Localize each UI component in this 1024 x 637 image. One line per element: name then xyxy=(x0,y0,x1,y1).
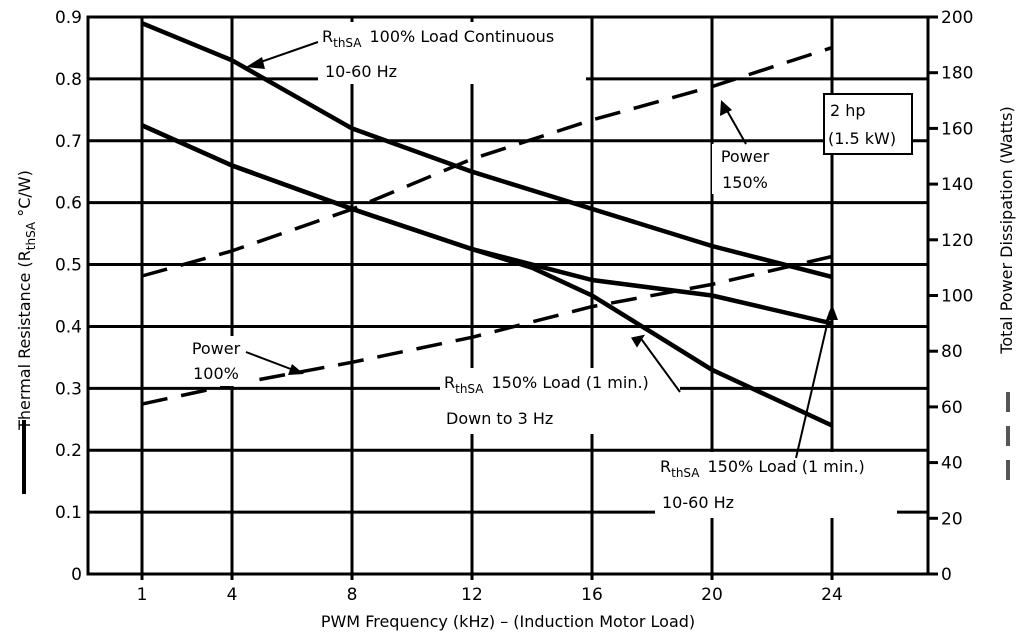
arrow-p150 xyxy=(724,106,747,145)
annotation-rthsa-100-line2: 10-60 Hz xyxy=(325,62,397,81)
arrow-p150-head xyxy=(720,100,732,116)
y-right-tick-label-160: 160 xyxy=(941,119,973,139)
y-left-tick-label-3: 0.3 xyxy=(55,379,82,399)
series-line-2 xyxy=(141,123,833,428)
arrow-150-head xyxy=(826,304,838,320)
arrow-150low xyxy=(640,338,681,393)
hp-box xyxy=(823,93,913,155)
ann-bg-100 xyxy=(318,22,586,84)
annotation-rthsa-150-line2: 10-60 Hz xyxy=(662,493,734,512)
ann-bg-p100 xyxy=(184,336,254,386)
x-tick-label-12: 12 xyxy=(461,585,483,605)
y-left-tick-label-0: 0 xyxy=(71,565,82,585)
y-right-tick-label-40: 40 xyxy=(941,454,963,474)
x-tick-label-4: 4 xyxy=(227,585,238,605)
x-tick-label-16: 16 xyxy=(581,585,603,605)
annotation-power-150-line2: 150% xyxy=(722,173,768,192)
y-left-tick-label-9: 0.9 xyxy=(55,8,82,28)
grid xyxy=(88,17,928,580)
y-left-tick-label-2: 0.2 xyxy=(55,441,82,461)
x-tick-label-20: 20 xyxy=(701,585,723,605)
y-right-tick-label-200: 200 xyxy=(941,8,973,28)
y-right-tick-label-0: 0 xyxy=(941,565,952,585)
y-left-axis-label: Thermal Resistance (RthSA °C/W) xyxy=(15,170,38,431)
ann-bg-p150 xyxy=(712,144,784,194)
annotation-power-100-line2: 100% xyxy=(193,364,239,383)
series-line-0 xyxy=(141,21,833,280)
y-left-tick-label-5: 0.5 xyxy=(55,256,82,276)
annotation-rthsa-150-line1: RthSA 150% Load (1 min.) xyxy=(660,457,865,480)
y-left-tick-label-8: 0.8 xyxy=(55,70,82,90)
ann-bg-150 xyxy=(655,452,897,518)
y-left-tick-label-4: 0.4 xyxy=(55,317,82,337)
annotation-power-150-line1: Power xyxy=(721,147,770,166)
y-right-tick-label-20: 20 xyxy=(941,509,963,529)
arrow-100-head xyxy=(246,57,265,69)
arrow-p100-head xyxy=(288,364,304,375)
hp-box-line1: 2 hp xyxy=(830,101,866,120)
hp-box-line2: (1.5 kW) xyxy=(828,129,896,148)
annotation-rthsa-150-low-line2: Down to 3 Hz xyxy=(446,409,553,428)
arrow-p100 xyxy=(245,351,297,372)
arrow-150low-head xyxy=(631,334,645,348)
x-tick-label-1: 1 xyxy=(137,585,148,605)
ann-bg-150low xyxy=(440,368,680,434)
y-right-tick-label-120: 120 xyxy=(941,231,973,251)
annotation-rthsa-100-line1: RthSA 100% Load Continuous xyxy=(322,27,554,50)
svg-text:Thermal Resistance (RthSA °C/W: Thermal Resistance (RthSA °C/W) xyxy=(15,170,38,431)
x-tick-label-8: 8 xyxy=(347,585,358,605)
y-right-tick-label-140: 140 xyxy=(941,175,973,195)
annotation-rthsa-150-low-line1: RthSA 150% Load (1 min.) xyxy=(444,373,649,396)
series-line-3 xyxy=(141,45,833,278)
y-left-tick-label-1: 0.1 xyxy=(55,503,82,523)
y-right-tick-label-80: 80 xyxy=(941,342,963,362)
x-axis-label: PWM Frequency (kHz) – (Induction Motor L… xyxy=(321,612,695,631)
annotation-power-100-line1: Power xyxy=(192,339,241,358)
x-tick-label-24: 24 xyxy=(821,585,843,605)
y-right-tick-label-100: 100 xyxy=(941,287,973,307)
y-right-tick-label-60: 60 xyxy=(941,398,963,418)
arrow-150 xyxy=(795,311,831,459)
y-left-tick-label-6: 0.6 xyxy=(55,194,82,214)
y-right-axis-label: Total Power Dissipation (Watts) xyxy=(997,106,1016,354)
tick-labels: 1 4 8 12 16 20 24 0 0.1 0.2 0.3 0.4 0.5 0.6 0.7 0.8 0.9 0… xyxy=(55,8,974,605)
y-right-tick-label-180: 180 xyxy=(941,64,973,84)
y-left-tick-label-7: 0.7 xyxy=(55,132,82,152)
